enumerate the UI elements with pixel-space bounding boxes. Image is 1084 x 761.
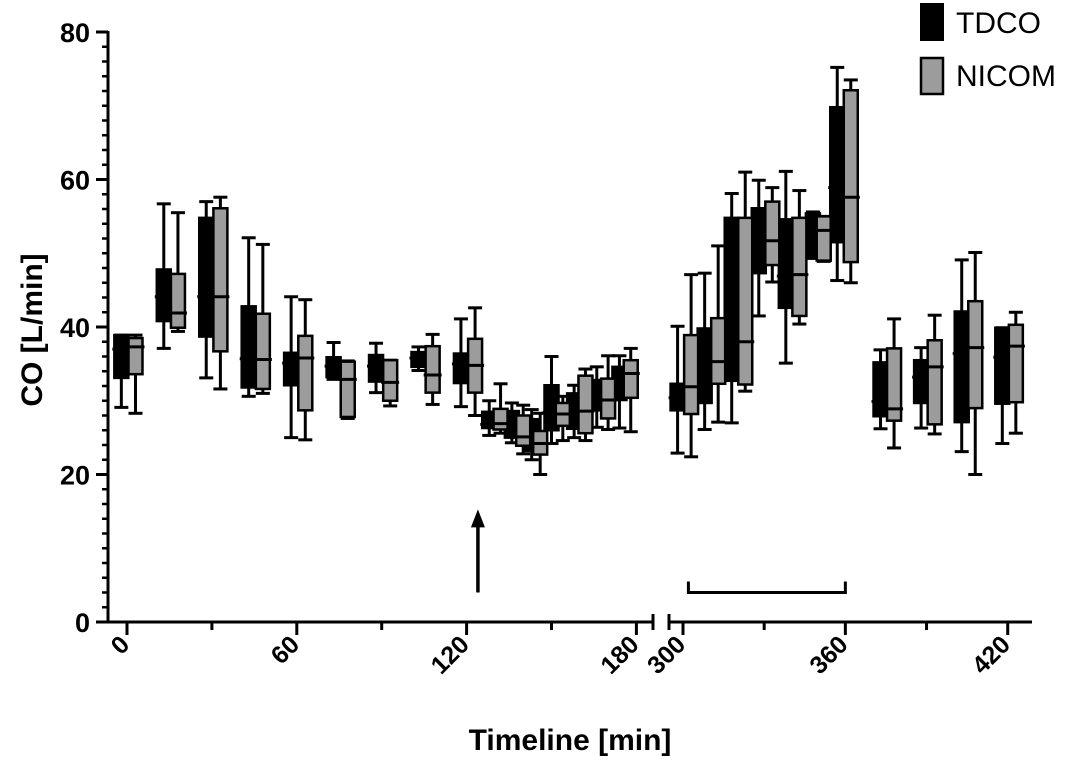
x-axis-title: Timeline [min] — [469, 724, 672, 757]
box-nicom-12 — [553, 394, 572, 443]
box-iqr — [1007, 323, 1025, 404]
box-nicom-2 — [211, 195, 230, 391]
box-nicom-24 — [925, 313, 944, 436]
box-nicom-6 — [381, 358, 400, 408]
box-nicom-0 — [126, 333, 145, 415]
box-iqr — [577, 374, 594, 435]
box-iqr — [254, 312, 272, 391]
legend: TDCO NICOM — [919, 3, 1056, 96]
legend-swatch-tdco — [920, 3, 944, 41]
box-iqr — [696, 327, 713, 405]
box-iqr — [297, 334, 314, 412]
box-nicom-3 — [253, 242, 272, 395]
box-iqr — [926, 339, 943, 426]
box-iqr — [424, 344, 441, 394]
box-nicom-9 — [491, 382, 510, 435]
box-tdco-1 — [154, 202, 173, 350]
box-iqr — [367, 353, 385, 383]
box-iqr — [994, 326, 1011, 405]
plot-area — [112, 65, 1025, 476]
box-nicom-11 — [531, 411, 550, 476]
x-tick-label: 300 — [642, 630, 691, 679]
box-iqr — [622, 358, 639, 400]
y-tick-label: 20 — [60, 461, 90, 491]
box-nicom-21 — [814, 214, 833, 263]
box-nicom-15 — [621, 346, 640, 434]
box-iqr — [966, 299, 984, 410]
box-nicom-19 — [763, 186, 782, 284]
box-nicom-16 — [682, 273, 701, 459]
box-iqr — [682, 333, 700, 416]
box-tdco-19 — [749, 178, 768, 318]
box-tdco-22 — [828, 65, 847, 283]
box-iqr — [885, 347, 903, 422]
box-nicom-23 — [885, 317, 904, 450]
box-iqr — [113, 333, 130, 380]
box-iqr — [282, 351, 300, 387]
arrow-head — [470, 509, 485, 528]
box-nicom-4 — [296, 298, 315, 442]
box-iqr — [764, 200, 781, 267]
y-tick-label: 0 — [75, 608, 90, 638]
box-iqr — [723, 216, 740, 383]
x-tick-label: 180 — [595, 630, 644, 679]
box-iqr — [791, 216, 808, 318]
y-tick-label: 40 — [60, 313, 90, 343]
box-iqr — [815, 215, 832, 262]
box-nicom-22 — [841, 78, 860, 285]
box-iqr — [169, 272, 187, 329]
box-iqr — [777, 218, 795, 310]
box-tdco-16 — [668, 324, 687, 455]
box-iqr — [452, 352, 470, 385]
box-nicom-25 — [966, 251, 985, 476]
period-bracket — [686, 581, 847, 594]
box-nicom-20 — [790, 189, 809, 326]
box-iqr — [127, 336, 144, 376]
box-nicom-5 — [338, 359, 357, 420]
box-iqr — [828, 105, 846, 244]
box-tdco-6 — [367, 341, 386, 395]
box-iqr — [197, 216, 215, 338]
box-nicom-7 — [423, 332, 442, 406]
box-iqr — [240, 305, 257, 389]
legend-label-tdco: TDCO — [956, 7, 1041, 40]
box-nicom-1 — [168, 211, 187, 333]
x-tick-label: 420 — [967, 630, 1016, 679]
box-iqr — [514, 414, 532, 447]
x-tick-label: 60 — [266, 630, 305, 669]
x-tick-label: 360 — [804, 630, 853, 679]
box-iqr — [381, 358, 399, 402]
box-iqr — [709, 316, 727, 386]
y-tick-label: 60 — [60, 166, 90, 196]
legend-swatch-nicom — [919, 56, 945, 96]
x-tick-label: 120 — [426, 630, 475, 679]
box-nicom-14 — [599, 354, 618, 432]
annotations — [470, 509, 847, 594]
x-tick-label: 0 — [106, 630, 136, 660]
box-tdco-3 — [239, 236, 258, 398]
y-axis-title: CO [L/min] — [16, 253, 49, 406]
box-nicom-26 — [1006, 310, 1025, 435]
box-iqr — [842, 89, 860, 264]
y-tick-label: 80 — [60, 18, 90, 48]
box-nicom-17 — [709, 244, 728, 424]
box-nicom-10 — [514, 403, 533, 456]
box-nicom-8 — [466, 306, 485, 417]
legend-label-nicom: NICOM — [956, 60, 1056, 93]
box-iqr — [492, 407, 509, 431]
box-nicom-13 — [576, 367, 595, 443]
box-tdco-18 — [722, 192, 741, 425]
box-iqr — [736, 216, 754, 386]
box-iqr — [339, 360, 356, 419]
box-nicom-18 — [736, 170, 755, 393]
box-iqr — [953, 310, 970, 424]
box-iqr — [212, 207, 229, 353]
